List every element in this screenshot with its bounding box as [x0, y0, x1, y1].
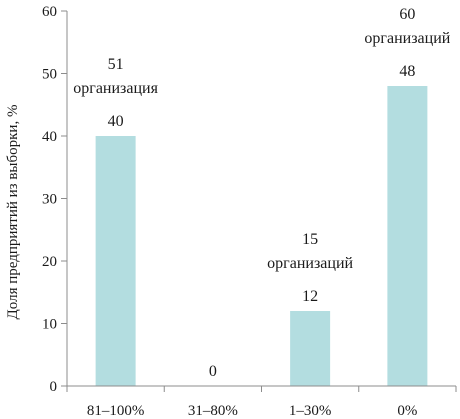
annotations-group: 51 организация 15 организаций 60 организаций	[73, 6, 450, 272]
annotation-label: организаций	[267, 255, 353, 272]
annotation-label: 60	[399, 6, 415, 23]
data-label: 40	[108, 113, 124, 130]
annotation-label: организаций	[364, 30, 450, 47]
bar	[387, 86, 428, 386]
annotation-label: 15	[302, 231, 318, 248]
y-tick-label: 60	[42, 4, 57, 20]
annotation-label: организация	[73, 80, 158, 97]
x-tick-label: 1–30%	[289, 403, 332, 419]
y-tick-label: 20	[42, 254, 57, 270]
y-tick-label: 0	[50, 379, 58, 395]
y-axis-title: Доля предприятий из выборки, %	[5, 105, 21, 320]
annotation-label: 51	[108, 56, 124, 73]
data-label: 48	[399, 63, 415, 80]
y-tick-label: 10	[42, 317, 57, 333]
bar	[290, 311, 331, 386]
y-axis: 0 10 20 30 40 50 60	[42, 4, 68, 395]
data-label: 0	[209, 363, 217, 380]
bar	[95, 136, 136, 386]
x-tick-label: 31–80%	[188, 403, 238, 419]
data-labels-group: 40 0 12 48	[108, 63, 416, 380]
y-tick-label: 50	[42, 67, 57, 83]
y-tick-label: 40	[42, 129, 57, 145]
data-label: 12	[302, 288, 318, 305]
x-tick-label: 0%	[397, 403, 417, 419]
x-axis: 81–100% 31–80% 1–30% 0%	[66, 385, 457, 419]
bars-group	[95, 86, 428, 386]
x-tick-label: 81–100%	[87, 403, 145, 419]
y-tick-label: 30	[42, 192, 57, 208]
